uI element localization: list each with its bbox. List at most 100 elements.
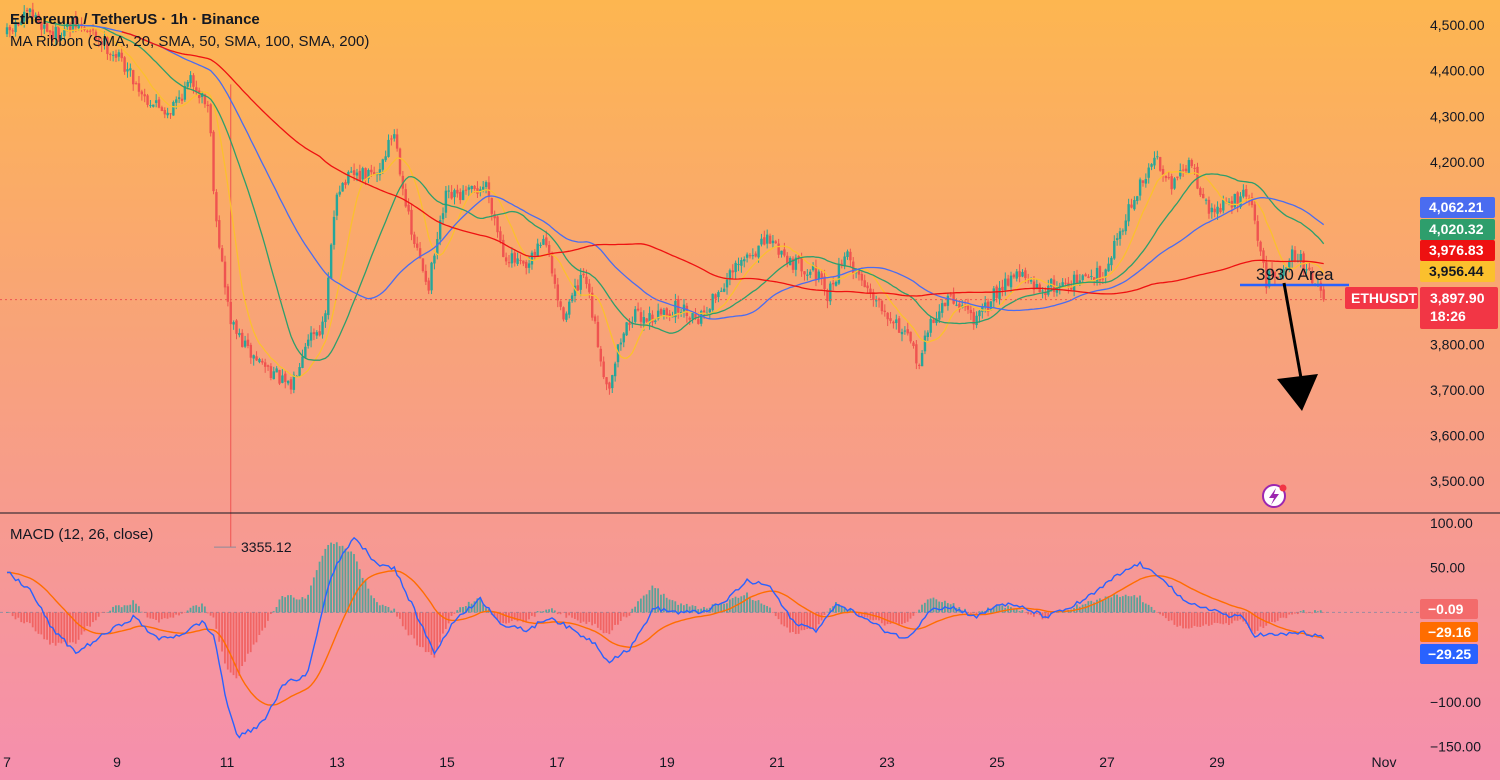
candle-body [74,17,78,28]
candle-body [464,189,468,191]
time-axis[interactable]: 7 9 11 13 15 17 19 21 23 25 27 29 Nov [3,754,1396,770]
histogram-bar [14,612,17,620]
histogram-bar [189,607,192,613]
histogram-bar [60,612,63,644]
candle-body [1190,160,1193,167]
histogram-bar [419,612,421,647]
candle-body [1064,282,1067,284]
histogram-bar [786,612,789,628]
candle-body [783,249,786,256]
candle-body [992,288,996,302]
histogram-bar [665,597,668,613]
histogram-bar [376,602,378,613]
candle-body [97,38,100,40]
price-tick-label: 4,500.00 [1430,17,1485,33]
candle-body [725,279,729,288]
histogram-bar [1153,610,1156,613]
candle-body [1090,275,1093,277]
candle-body [611,375,614,389]
histogram-bar [97,612,100,617]
candle-body [966,305,970,310]
histogram-bar [106,612,109,613]
histogram-bar [92,612,94,623]
price-axis[interactable]: 3,500.00 3,600.00 3,700.00 3,800.00 4,200.00… [1430,17,1485,489]
histogram-bar [347,551,350,613]
annotation-3930[interactable]: 3930 Area [1240,265,1349,411]
candle-body [1018,271,1021,277]
candle-body [209,104,212,134]
candle-body [522,260,525,264]
lightning-icon[interactable] [1262,484,1287,508]
histogram-bar [238,612,241,676]
histogram-bar [720,603,723,613]
macd-line [6,536,1325,739]
candle-body [387,139,390,157]
histogram-bar [757,600,760,613]
histogram-bar [129,604,132,613]
candle-body [731,270,734,273]
candle-body [335,194,339,216]
candle-body [8,26,12,31]
histogram-bar [717,604,720,613]
histogram-bar [522,612,525,623]
histogram-bar [361,577,364,613]
histogram-bar [49,612,51,645]
histogram-bar [1314,610,1316,613]
histogram-bar [992,606,995,613]
candle-body [192,75,195,87]
ma-ribbon-legend[interactable]: MA Ribbon (SMA, 20, SMA, 50, SMA, 100, S… [10,33,370,50]
candle-body [932,319,935,323]
histogram-bar [539,611,542,613]
histogram-bar [668,599,671,613]
candle-body [883,310,886,312]
histogram-bar [677,604,680,613]
histogram-bar [889,612,892,625]
histogram-bar [473,601,476,613]
histogram-bar [307,594,310,613]
time-tick-label: 27 [1099,754,1115,770]
histogram-bar [923,602,926,613]
histogram-bar [1219,612,1222,624]
macd-axis[interactable]: 100.00 50.00 −100.00 −150.00 [1430,515,1481,755]
candle-body [659,308,663,315]
candle-body [1133,200,1136,210]
histogram-bar [599,612,602,631]
down-arrow-icon[interactable] [1277,282,1318,411]
histogram-bar [513,612,516,620]
candle-body [481,186,485,190]
candle-body [450,191,453,199]
histogram-bar [163,612,166,619]
histogram-bar [1030,612,1032,615]
price-tick-label: 3,800.00 [1430,336,1485,352]
histogram-bar [1018,610,1021,613]
candle-body [642,316,646,324]
macd-legend[interactable]: MACD (12, 26, close) [10,526,154,543]
histogram-bar [516,612,519,622]
sma-20-line [20,18,1325,378]
histogram-bar [657,588,659,613]
symbol-title[interactable]: Ethereum / TetherUS · 1h · Binance [10,11,260,28]
histogram-bar [83,612,86,632]
candle-body [407,204,410,212]
candle-body [175,99,178,103]
histogram-bar [284,597,287,613]
candle-body [1058,285,1061,288]
candle-body [809,271,812,275]
candle-body [499,231,502,242]
histogram-bar [249,612,252,653]
candle-body [903,330,907,332]
candle-body [180,98,184,101]
candle-body [1305,269,1308,271]
candle-body [249,344,253,358]
histogram-bar [823,612,826,615]
candle-body [1282,268,1285,276]
histogram-bar [407,612,410,636]
candle-body [679,312,683,314]
candle-body [920,352,924,367]
histogram-bar [1302,610,1305,613]
histogram-bar [1001,605,1004,613]
histogram-bar [1167,612,1170,622]
price-tick-label: 3,600.00 [1430,427,1485,443]
candle-body [352,170,356,176]
